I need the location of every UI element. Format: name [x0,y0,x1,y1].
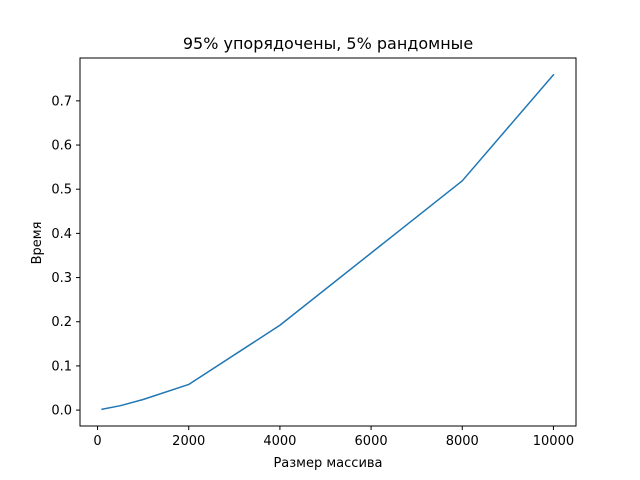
axes-frame [79,57,577,427]
x-tick-label: 4000 [263,434,296,449]
y-tick-label: 0.7 [51,94,72,109]
y-tick-label: 0.6 [51,139,72,154]
y-tick-label: 0.1 [51,359,72,374]
y-tick-label: 0.3 [51,271,72,286]
y-axis-label: Время [30,222,45,265]
y-tick-label: 0.2 [51,315,72,330]
x-tick-label: 0 [93,434,101,449]
x-tick-label: 8000 [446,434,479,449]
series-line-0 [101,73,555,411]
y-tick-label: 0.4 [51,227,72,242]
plot-area: 0 2000 4000 6000 8000 10000 0.0 0.1 0.2 0.3 0.4 0.5… [51,57,577,449]
x-axis-label: Размер массива [273,456,382,471]
y-tick-label: 0.0 [51,404,72,419]
x-tick-label: 2000 [172,434,205,449]
chart-title: 95% упорядочены, 5% рандомные [183,34,473,53]
x-tick-label: 6000 [355,434,388,449]
y-tick-label: 0.5 [51,183,72,198]
x-tick-label: 10000 [533,434,574,449]
